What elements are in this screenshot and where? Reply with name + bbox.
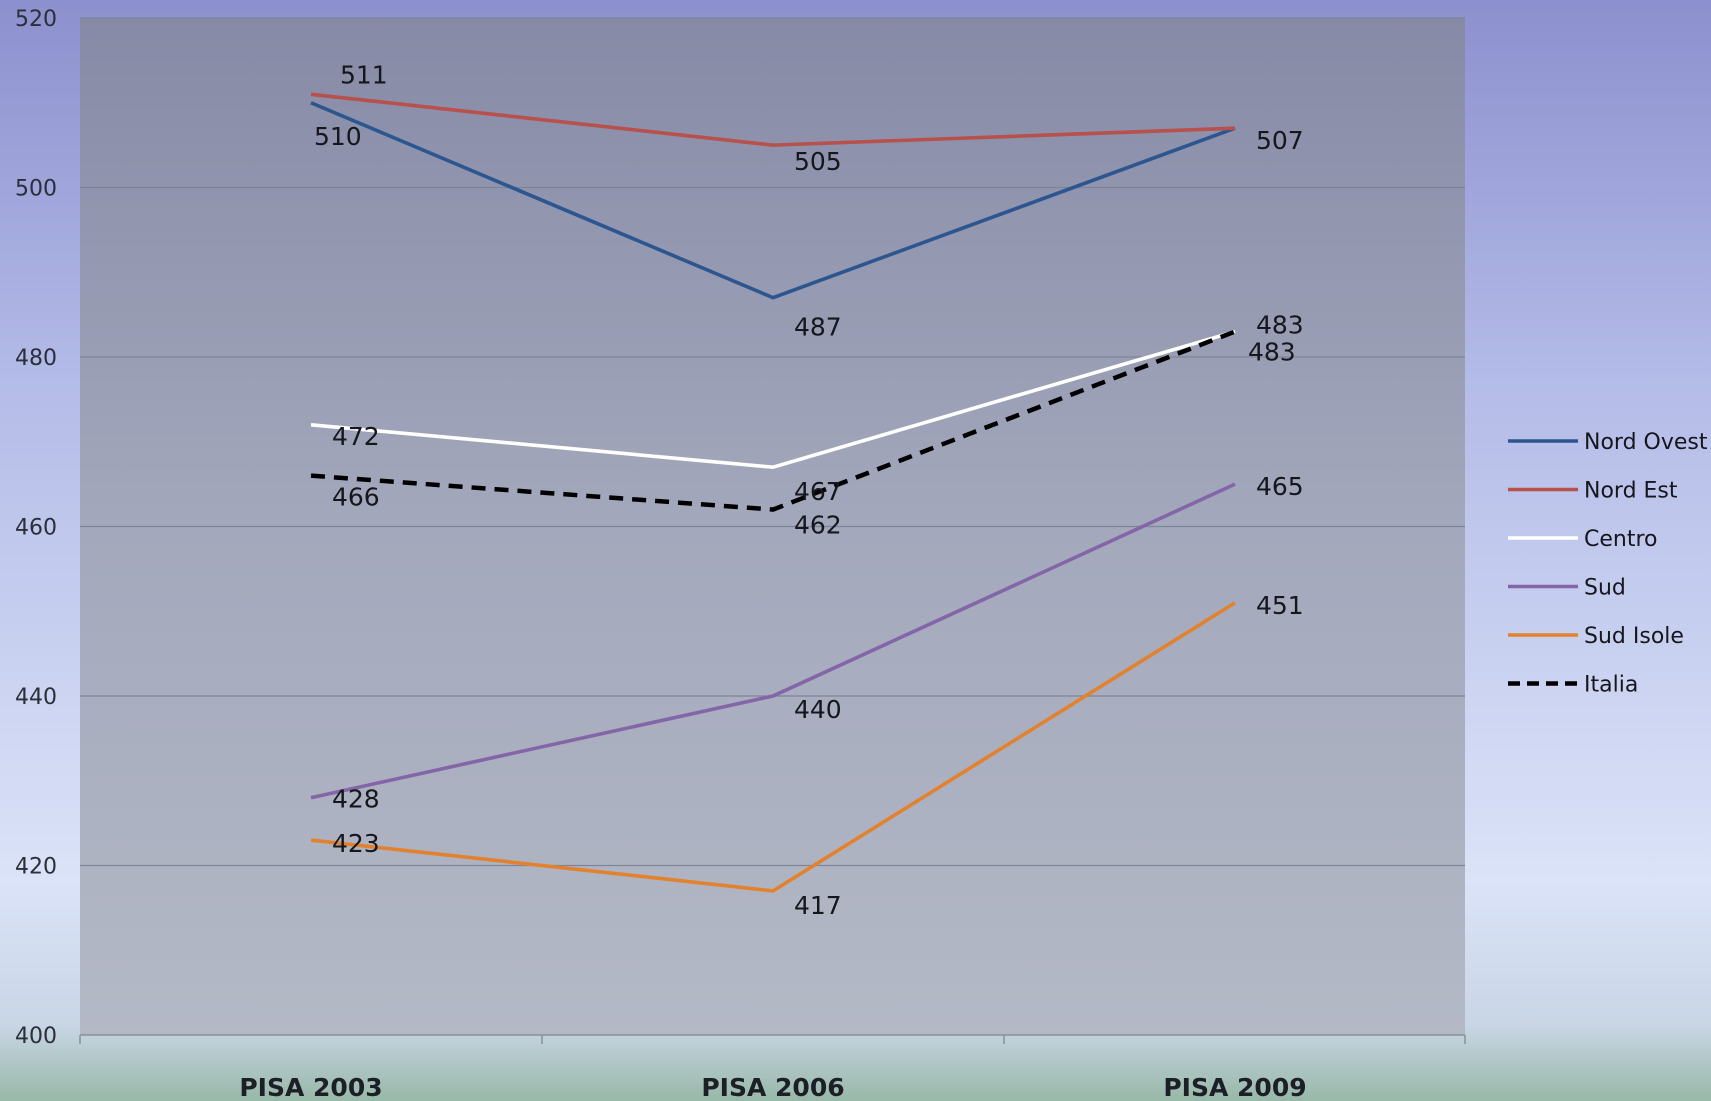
data-label: 483 (1256, 311, 1304, 340)
x-tick-label: PISA 2006 (701, 1073, 844, 1101)
data-label: 428 (332, 785, 380, 814)
data-label: 472 (332, 422, 380, 451)
legend-label: Nord Ovest (1584, 430, 1708, 455)
legend-label: Sud (1584, 576, 1626, 601)
data-label: 451 (1256, 591, 1304, 620)
data-label: 510 (314, 122, 362, 151)
legend-label: Italia (1584, 673, 1638, 698)
y-tick-label: 460 (15, 516, 57, 541)
data-label: 505 (794, 147, 842, 176)
data-label: 423 (332, 829, 380, 858)
data-label: 467 (794, 477, 842, 506)
data-label: 466 (332, 483, 380, 512)
data-label: 511 (340, 60, 388, 89)
y-tick-label: 420 (15, 855, 57, 880)
data-label: 462 (794, 511, 842, 540)
x-tick-label: PISA 2003 (239, 1073, 382, 1101)
y-tick-label: 400 (15, 1024, 57, 1049)
legend-label: Nord Est (1584, 479, 1678, 504)
legend-label: Sud Isole (1584, 624, 1684, 649)
data-label: 417 (794, 891, 842, 920)
y-tick-label: 440 (15, 685, 57, 710)
data-label: 483 (1248, 338, 1296, 367)
x-tick-label: PISA 2009 (1163, 1073, 1306, 1101)
data-label: 487 (794, 313, 842, 342)
y-tick-label: 520 (15, 7, 57, 32)
data-label: 507 (1256, 126, 1304, 155)
y-tick-label: 500 (15, 177, 57, 202)
data-label: 440 (794, 695, 842, 724)
data-label: 465 (1256, 472, 1304, 501)
y-tick-label: 480 (15, 346, 57, 371)
legend-label: Centro (1584, 527, 1658, 552)
